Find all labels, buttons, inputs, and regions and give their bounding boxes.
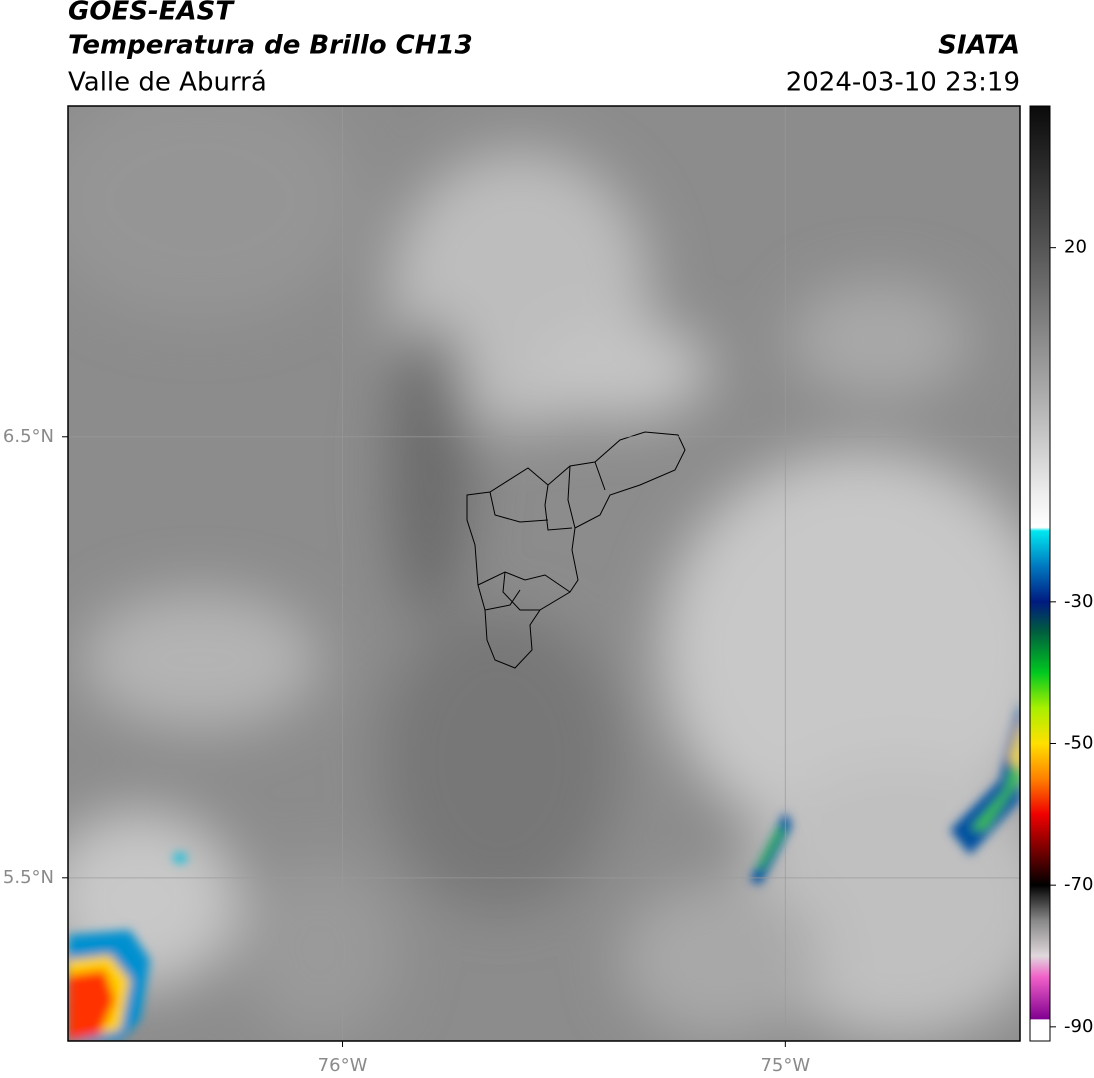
- map-frame: [67, 105, 1021, 1042]
- source: SIATA: [938, 31, 1020, 61]
- colorbar-tick-label: -30: [1064, 591, 1093, 612]
- region: Valle de Aburrá: [68, 68, 267, 98]
- subtitle: Temperatura de Brillo CH13: [68, 31, 473, 61]
- colorbar-tick-label: -70: [1064, 874, 1093, 895]
- colorbar: 20 -30 -50 -70 -90: [1029, 105, 1093, 1042]
- colorbar-tick-label: 20: [1064, 237, 1087, 258]
- region-boundary: [466, 431, 686, 669]
- x-tick-label: 75°W: [760, 1055, 810, 1076]
- y-tick-label: 6.5°N: [3, 426, 54, 447]
- map-axes: 76°W 75°W 6.5°N 5.5°N: [3, 106, 1020, 1076]
- colorbar-fill: [1029, 105, 1051, 1042]
- datetime: 2024-03-10 23:19: [786, 68, 1020, 98]
- colorbar-tick-label: -90: [1064, 1016, 1093, 1037]
- title: GOES-EAST: [68, 0, 235, 27]
- x-tick-label: 76°W: [318, 1055, 368, 1076]
- colorbar-tick-label: -50: [1064, 733, 1093, 754]
- y-tick-label: 5.5°N: [3, 867, 54, 888]
- satellite-image: [68, 106, 1020, 1041]
